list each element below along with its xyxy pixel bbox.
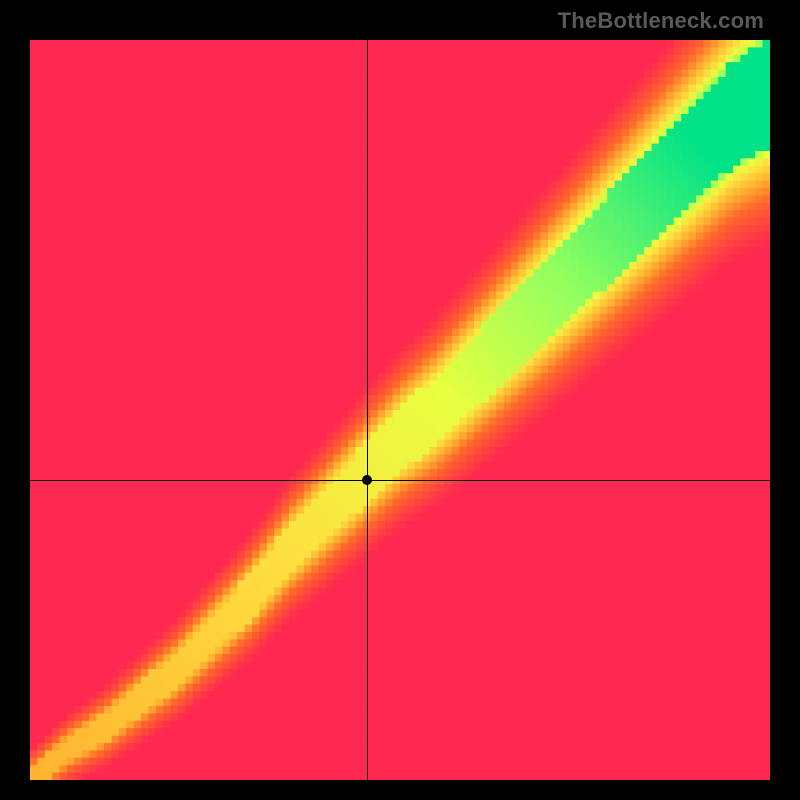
- crosshair-marker: [362, 475, 372, 485]
- plot-area: [30, 40, 770, 780]
- watermark-text: TheBottleneck.com: [558, 8, 764, 34]
- crosshair-horizontal: [30, 480, 770, 481]
- heatmap-canvas: [30, 40, 770, 780]
- chart-container: TheBottleneck.com: [0, 0, 800, 800]
- crosshair-vertical: [367, 40, 368, 780]
